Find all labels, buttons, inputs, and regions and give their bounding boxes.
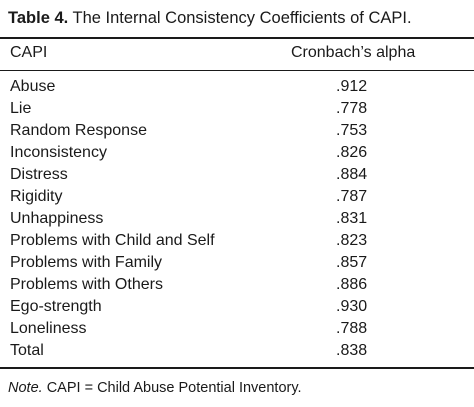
table-row: Loneliness .788 xyxy=(0,318,474,340)
alpha-value-cell: .823 xyxy=(336,232,368,249)
table-row: Inconsistency .826 xyxy=(0,142,474,164)
top-rule xyxy=(0,37,474,39)
scale-name-cell: Abuse xyxy=(10,78,56,95)
alpha-value-cell: .788 xyxy=(336,320,368,337)
table-row: Rigidity .787 xyxy=(0,186,474,208)
alpha-value-cell: .912 xyxy=(336,78,368,95)
table-row: Distress .884 xyxy=(0,164,474,186)
table-row: Problems with Child and Self .823 xyxy=(0,230,474,252)
table-title: The Internal Consistency Coefficients of… xyxy=(72,9,412,27)
table-row: Unhappiness .831 xyxy=(0,208,474,230)
scale-name-cell: Inconsistency xyxy=(10,144,107,161)
note-label: Note. xyxy=(8,380,43,396)
table-row: Abuse .912 xyxy=(0,76,474,98)
alpha-value-cell: .857 xyxy=(336,254,368,271)
scale-name-cell: Lie xyxy=(10,100,32,117)
note-text: CAPI = Child Abuse Potential Inventory. xyxy=(46,380,302,396)
scale-name-cell: Problems with Family xyxy=(10,254,163,271)
scale-name-cell: Ego-strength xyxy=(10,298,102,315)
table-row: Problems with Family .857 xyxy=(0,252,474,274)
alpha-value-cell: .838 xyxy=(336,342,368,359)
alpha-value-cell: .884 xyxy=(336,166,368,183)
table-row: Random Response .753 xyxy=(0,120,474,142)
scale-name-cell: Unhappiness xyxy=(10,210,104,227)
scale-name-cell: Problems with Others xyxy=(10,276,163,293)
alpha-value-cell: .826 xyxy=(336,144,368,161)
scale-name-cell: Rigidity xyxy=(10,188,63,205)
scale-name-cell: Distress xyxy=(10,166,68,183)
column-header-capi: CAPI xyxy=(10,44,48,61)
column-header-cronbach-alpha: Cronbach’s alpha xyxy=(291,44,416,61)
table-number: Table 4. xyxy=(8,9,69,27)
alpha-value-cell: .753 xyxy=(336,122,368,139)
scale-name-cell: Total xyxy=(10,342,44,359)
alpha-value-cell: .930 xyxy=(336,298,368,315)
alpha-value-cell: .787 xyxy=(336,188,368,205)
bottom-rule xyxy=(0,367,474,369)
scale-name-cell: Random Response xyxy=(10,122,147,139)
header-rule xyxy=(0,70,474,71)
scale-name-cell: Loneliness xyxy=(10,320,87,337)
table-body: Abuse .912 Lie .778 Random Response .753 Incon… xyxy=(0,76,474,362)
table-caption: Table 4. The Internal Consistency Coeffi… xyxy=(8,8,412,28)
table-row: Total .838 xyxy=(0,340,474,362)
table-row: Ego-strength .930 xyxy=(0,296,474,318)
alpha-value-cell: .778 xyxy=(336,100,368,117)
table-row: Lie .778 xyxy=(0,98,474,120)
table-note: Note. CAPI = Child Abuse Potential Inven… xyxy=(8,378,302,398)
alpha-value-cell: .886 xyxy=(336,276,368,293)
alpha-value-cell: .831 xyxy=(336,210,368,227)
table-row: Problems with Others .886 xyxy=(0,274,474,296)
scale-name-cell: Problems with Child and Self xyxy=(10,232,215,249)
